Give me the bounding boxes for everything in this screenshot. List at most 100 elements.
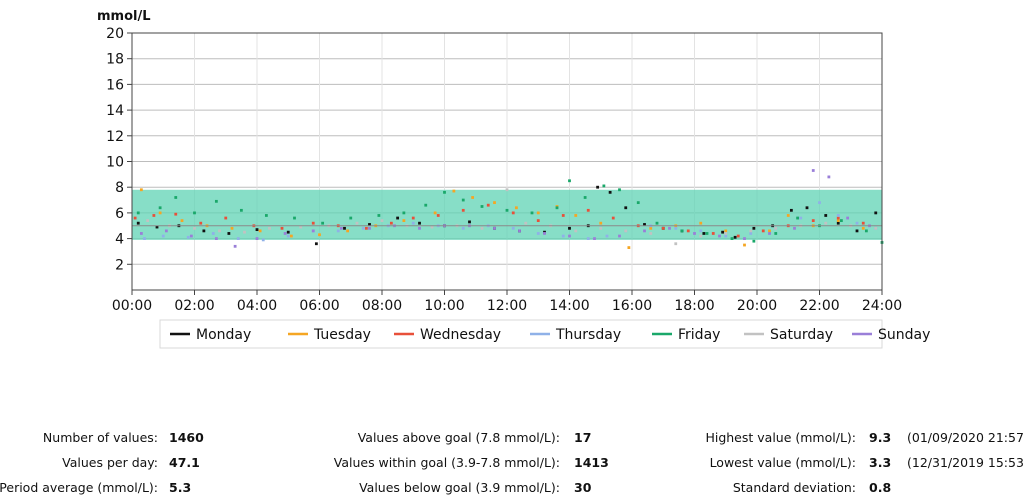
x-tick-label: 22:00 — [799, 298, 839, 314]
stat-values-above-goal: Values above goal (7.8 mmol/L): 17 — [300, 428, 620, 448]
data-point-tuesday — [627, 246, 631, 249]
y-tick-label: 16 — [106, 77, 124, 93]
y-axis-label: mmol/L — [97, 9, 151, 24]
data-point-wednesday — [199, 221, 203, 225]
data-point-wednesday — [133, 216, 137, 220]
data-point-saturday — [146, 219, 150, 223]
data-point-wednesday — [461, 208, 465, 212]
data-point-tuesday — [258, 229, 262, 233]
stat-value: 0.8 — [869, 480, 892, 495]
data-point-monday — [805, 206, 809, 210]
data-point-tuesday — [743, 243, 746, 247]
stat-label: Period average (mmol/L): — [0, 480, 158, 495]
data-point-thursday — [186, 235, 190, 239]
data-point-friday — [636, 201, 640, 205]
data-point-wednesday — [586, 208, 590, 212]
x-tick-label: 10:00 — [424, 298, 464, 314]
data-point-sunday — [255, 237, 259, 240]
data-point-sunday — [743, 237, 746, 240]
data-point-friday — [377, 214, 381, 217]
data-point-friday — [321, 221, 325, 225]
data-point-tuesday — [471, 196, 475, 199]
data-point-thursday — [236, 237, 240, 240]
stat-value: 47.1 — [169, 455, 200, 470]
stat-highest-value: Highest value (mmol/L): 9.3 (01/09/2020 … — [660, 428, 1024, 448]
data-point-thursday — [586, 237, 590, 240]
x-tick-label: 04:00 — [237, 298, 277, 314]
stat-label: Lowest value (mmol/L): — [709, 455, 856, 470]
data-point-saturday — [649, 232, 653, 235]
data-point-monday — [286, 230, 290, 234]
data-point-monday — [624, 206, 628, 210]
data-point-saturday — [505, 188, 509, 192]
stat-value: 17 — [574, 430, 592, 445]
data-point-sunday — [693, 232, 696, 235]
data-point-sunday — [493, 226, 496, 230]
data-point-monday — [396, 216, 400, 220]
data-point-thursday — [161, 234, 165, 238]
data-point-sunday — [139, 232, 143, 235]
data-point-monday — [733, 235, 737, 239]
data-point-friday — [480, 205, 484, 208]
data-point-monday — [643, 223, 646, 226]
stat-values-below-goal: Values below goal (3.9 mmol/L): 30 — [300, 478, 620, 498]
data-point-thursday — [511, 226, 515, 230]
legend-label-friday: Friday — [678, 327, 720, 343]
data-point-saturday — [699, 234, 703, 238]
data-point-friday — [618, 188, 621, 192]
data-point-thursday — [724, 234, 728, 238]
data-point-monday — [468, 220, 471, 224]
stat-value: 1460 — [169, 430, 204, 445]
glucose-scatter-plot: 2 4 6 8 10 12 14 16 18 20 00:00 02:00 04:00 06:00 08:0… — [97, 9, 930, 349]
legend-label-sunday: Sunday — [878, 327, 930, 343]
data-point-saturday — [774, 226, 778, 230]
y-tick-label: 6 — [115, 206, 124, 222]
data-point-thursday — [699, 229, 703, 233]
data-point-sunday — [418, 226, 421, 230]
legend-label-wednesday: Wednesday — [420, 327, 501, 343]
data-point-saturday — [574, 229, 578, 233]
data-point-wednesday — [152, 214, 156, 217]
data-point-wednesday — [280, 226, 284, 230]
data-point-sunday — [846, 216, 850, 220]
data-point-wednesday — [561, 214, 565, 217]
data-point-thursday — [286, 234, 290, 238]
x-tick-label: 20:00 — [737, 298, 777, 314]
data-point-tuesday — [768, 229, 771, 233]
data-point-friday — [443, 190, 446, 194]
data-point-friday — [214, 199, 218, 203]
data-point-sunday — [827, 175, 831, 179]
data-point-tuesday — [289, 234, 293, 238]
y-tick-label: 2 — [115, 257, 124, 273]
stat-period-average: Period average (mmol/L): 5.3 — [0, 478, 210, 498]
data-point-friday — [402, 211, 406, 215]
data-point-tuesday — [836, 219, 840, 223]
data-point-friday — [752, 239, 756, 243]
data-point-wednesday — [364, 226, 368, 230]
data-point-monday — [155, 225, 159, 229]
data-point-sunday — [518, 229, 521, 233]
stat-timestamp: (12/31/2019 15:53) — [907, 455, 1024, 470]
data-point-saturday — [355, 221, 359, 225]
data-point-monday — [418, 221, 421, 225]
data-point-tuesday — [402, 219, 406, 223]
data-point-thursday — [749, 232, 753, 235]
data-point-monday — [227, 232, 231, 235]
data-point-friday — [193, 211, 196, 215]
data-point-wednesday — [536, 219, 540, 223]
data-point-thursday — [411, 221, 415, 225]
data-point-tuesday — [493, 201, 496, 205]
data-point-sunday — [368, 226, 371, 230]
data-point-thursday — [143, 237, 146, 240]
data-point-saturday — [749, 229, 753, 233]
data-point-thursday — [674, 226, 678, 230]
data-point-saturday — [724, 232, 728, 235]
data-point-friday — [293, 216, 296, 220]
data-point-saturday — [193, 226, 196, 230]
x-tick-label: 24:00 — [862, 298, 902, 314]
data-point-wednesday — [661, 226, 665, 230]
stat-label: Values below goal (3.9 mmol/L): — [359, 480, 560, 495]
data-point-thursday — [818, 201, 821, 205]
data-point-tuesday — [139, 188, 143, 192]
x-tick-label: 08:00 — [362, 298, 402, 314]
